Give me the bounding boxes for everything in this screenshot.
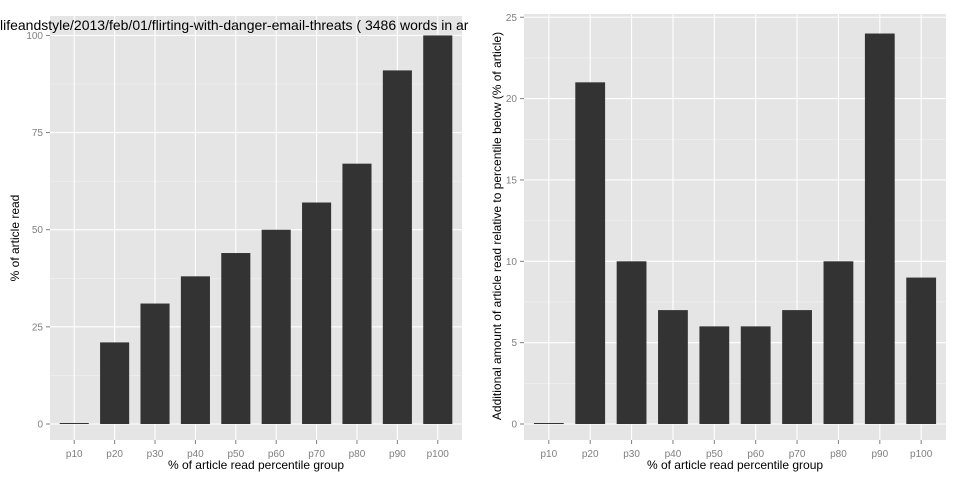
right-bar-p90 bbox=[864, 33, 895, 425]
left-bar-p30 bbox=[140, 303, 170, 424]
right-x-tick-label: p80 bbox=[830, 449, 847, 460]
left-bar-p50 bbox=[221, 253, 251, 424]
left-bar-p80 bbox=[342, 163, 372, 424]
left-y-tick-label: 0 bbox=[37, 420, 43, 431]
right-y-tick-label: 25 bbox=[506, 13, 518, 24]
left-bar-p100 bbox=[423, 35, 453, 425]
right-bar-p100 bbox=[906, 277, 937, 424]
right-y-tick-label: 15 bbox=[506, 175, 518, 186]
right-bar-p50 bbox=[699, 326, 730, 424]
right-x-tick-label: p20 bbox=[582, 449, 599, 460]
right-x-axis-title: % of article read percentile group bbox=[647, 458, 823, 472]
left-bar-p70 bbox=[302, 202, 332, 424]
left-x-tick-label: p30 bbox=[147, 449, 164, 460]
right-x-tick-label: p90 bbox=[871, 449, 888, 460]
left-y-tick-label: 25 bbox=[32, 322, 44, 333]
right-bar-p80 bbox=[823, 261, 854, 424]
left-x-axis: p10 p20 p30 p40 p50 p60 p70 p80 p90 p100 bbox=[66, 440, 449, 460]
left-bar-p20 bbox=[100, 342, 130, 424]
right-y-tick-label: 10 bbox=[506, 257, 518, 268]
right-bar-p60 bbox=[740, 326, 771, 424]
left-bar-p40 bbox=[180, 276, 210, 424]
left-x-tick-label: p70 bbox=[308, 449, 325, 460]
right-bar-p70 bbox=[782, 310, 812, 424]
right-y-axis: 0 5 10 15 20 25 bbox=[506, 13, 524, 431]
left-y-axis-title: % of article read bbox=[8, 195, 22, 282]
right-y-tick-label: 20 bbox=[506, 94, 518, 105]
right-bar-p10 bbox=[533, 423, 564, 424]
left-x-tick-label: p10 bbox=[66, 449, 83, 460]
left-x-tick-label: p80 bbox=[349, 449, 366, 460]
right-y-tick-label: 5 bbox=[511, 338, 517, 349]
right-x-axis: p10 p20 p30 p40 p50 p60 p70 p80 p90 p100 bbox=[540, 440, 933, 460]
right-x-tick-label: p100 bbox=[910, 449, 933, 460]
right-x-tick-label: p50 bbox=[706, 449, 723, 460]
left-bar-p90 bbox=[382, 70, 412, 425]
right-x-tick-label: p30 bbox=[623, 449, 640, 460]
left-y-tick-label: 50 bbox=[32, 225, 44, 236]
right-y-axis-title: Additional amount of article read relati… bbox=[490, 32, 504, 420]
right-bars bbox=[533, 33, 937, 425]
left-y-tick-label: 100 bbox=[26, 31, 43, 42]
left-x-tick-label: p20 bbox=[106, 449, 123, 460]
right-y-tick-label: 0 bbox=[511, 420, 517, 431]
left-x-tick-label: p100 bbox=[427, 449, 450, 460]
right-bar-p30 bbox=[616, 261, 647, 424]
left-bar-p60 bbox=[261, 229, 291, 424]
left-x-tick-label: p90 bbox=[389, 449, 406, 460]
left-x-tick-label: p60 bbox=[268, 449, 285, 460]
left-x-axis-title: % of article read percentile group bbox=[168, 458, 344, 472]
right-x-tick-label: p40 bbox=[665, 449, 682, 460]
left-x-tick-label: p40 bbox=[187, 449, 204, 460]
right-bar-p40 bbox=[658, 310, 688, 424]
right-x-tick-label: p70 bbox=[789, 449, 806, 460]
left-x-tick-label: p50 bbox=[227, 449, 244, 460]
left-y-tick-label: 75 bbox=[32, 128, 44, 139]
left-bars bbox=[59, 35, 453, 425]
right-x-tick-label: p60 bbox=[747, 449, 764, 460]
left-chart-title: lifeandstyle/2013/feb/01/flirting-with-d… bbox=[0, 17, 469, 33]
right-x-tick-label: p10 bbox=[540, 449, 557, 460]
right-bar-p20 bbox=[575, 82, 606, 424]
left-y-axis: 0 25 50 75 100 bbox=[26, 31, 50, 431]
left-bar-p10 bbox=[59, 423, 89, 424]
